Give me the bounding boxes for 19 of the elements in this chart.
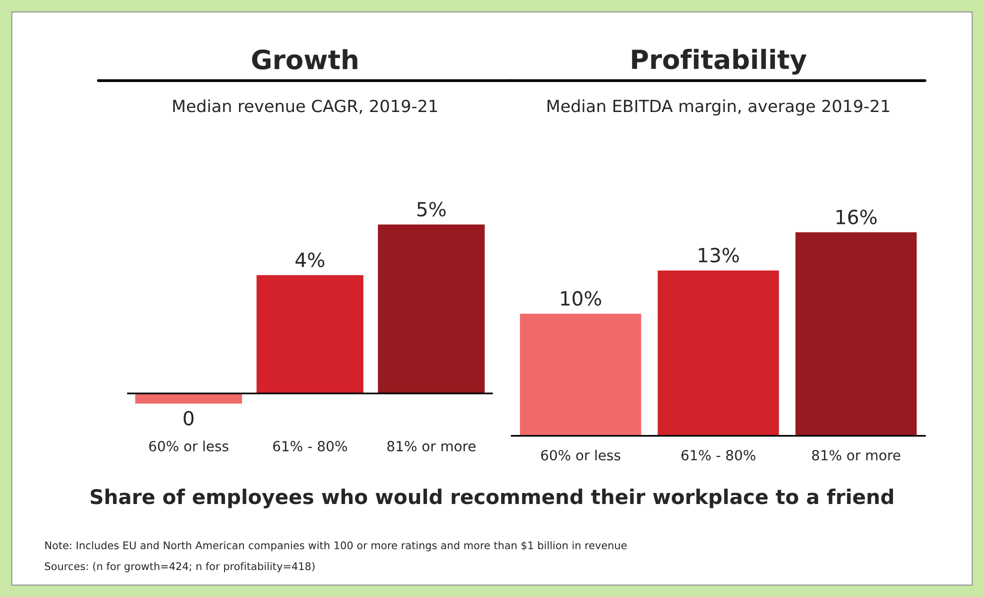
x-tick-label: 81% or more xyxy=(387,440,476,452)
chart-subtitle: Median revenue CAGR, 2019-21 xyxy=(173,99,437,114)
source-note: Sources: (n for growth=424; n for profitability=418) xyxy=(44,562,315,572)
data-label: 16% xyxy=(836,210,877,224)
x-tick-label: 60% or less xyxy=(541,450,620,460)
text: Share of employees who would recommend their workplace to a friend xyxy=(90,488,893,508)
data-label: 5% xyxy=(417,202,446,217)
data-label: 0 xyxy=(184,410,194,426)
text: Note: Includes EU and North American companies with 100 or more ratings and more than $1 billion in revenue xyxy=(45,541,627,552)
x-tick-label: 61% - 80% xyxy=(273,440,347,452)
data-label: 4% xyxy=(295,252,324,268)
x-tick-label: 60% or less xyxy=(149,440,228,452)
chart-subtitle: Median EBITDA margin, average 2019-21 xyxy=(548,99,890,116)
x-tick-label: 81% or more xyxy=(812,450,900,460)
chart-title: Profitability xyxy=(632,48,806,75)
data-label: 13% xyxy=(698,248,739,263)
x-tick-label: 61% - 80% xyxy=(682,450,756,460)
chart-title: Growth xyxy=(252,49,358,70)
data-label: 10% xyxy=(561,291,602,306)
